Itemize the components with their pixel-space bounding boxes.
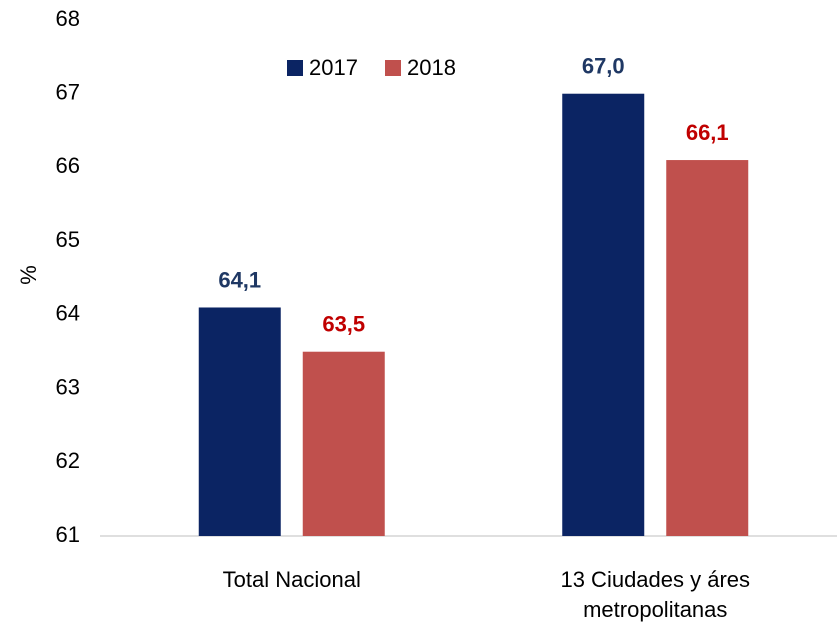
value-label: 66,1 [686, 120, 729, 145]
legend-label: 2018 [407, 55, 456, 80]
x-tick-label: 13 Ciudades y áres metropolitanas [560, 567, 751, 622]
y-tick-label: 67 [56, 80, 80, 105]
value-label: 64,1 [218, 267, 261, 292]
bar [198, 307, 281, 536]
y-tick-label: 65 [56, 227, 80, 252]
y-tick-label: 61 [56, 522, 80, 547]
legend-swatch [287, 60, 303, 76]
value-label: 67,0 [582, 54, 625, 79]
y-tick-label: 66 [56, 153, 80, 178]
bar [666, 160, 749, 537]
legend-swatch [385, 60, 401, 76]
x-tick-label: Total Nacional [222, 567, 361, 592]
legend-label: 2017 [309, 55, 358, 80]
y-tick-label: 68 [56, 6, 80, 31]
y-tick-label: 62 [56, 448, 80, 473]
value-label: 63,5 [322, 312, 365, 337]
y-tick-label: 64 [56, 301, 80, 326]
y-axis-label: % [16, 265, 41, 285]
bar [562, 93, 645, 536]
bar [302, 351, 385, 536]
y-tick-label: 63 [56, 374, 80, 399]
